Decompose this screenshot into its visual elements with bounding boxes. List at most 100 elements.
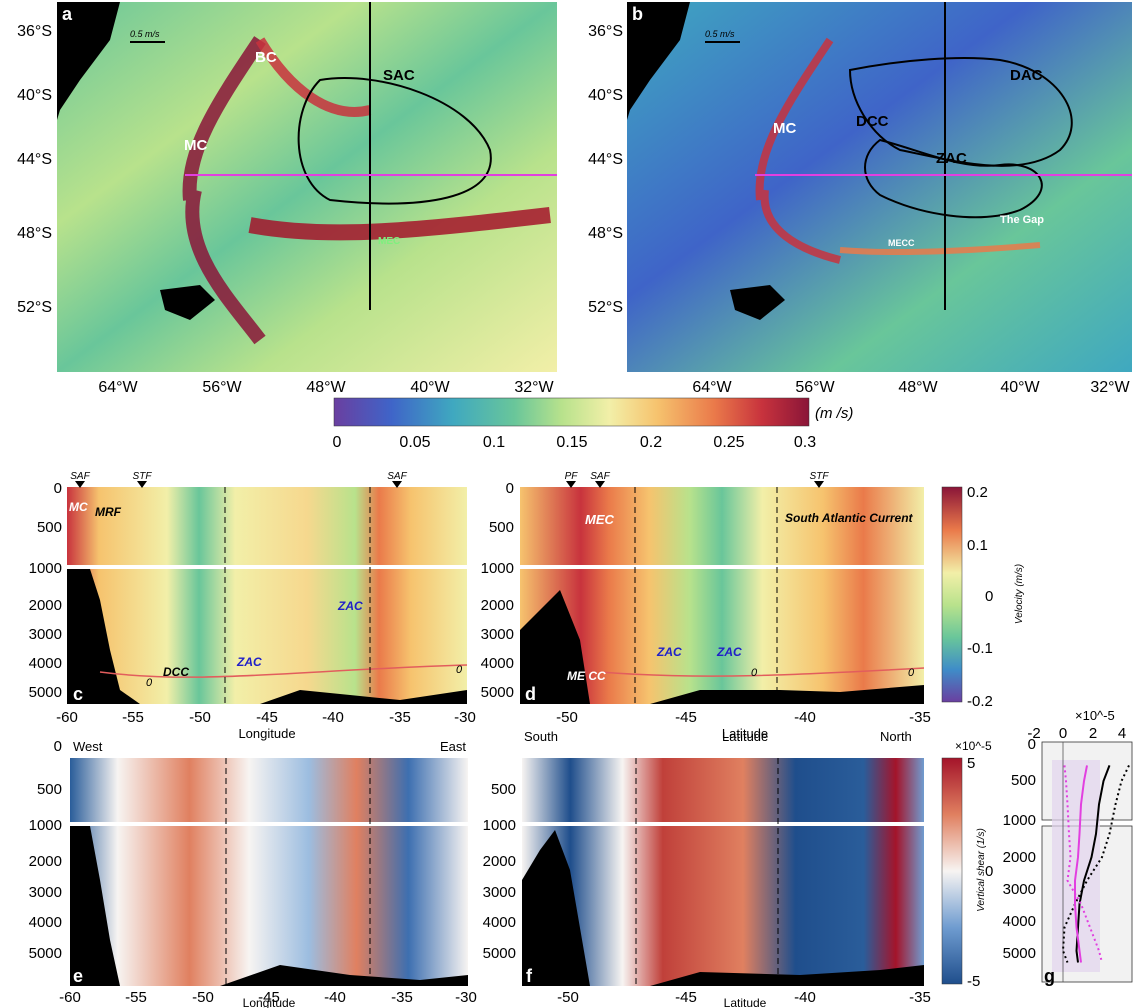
section-c-label-dcc: DCC: [163, 665, 189, 679]
x-tick: -45: [258, 989, 280, 1006]
y-tick: 500: [491, 781, 516, 798]
map-b-contour-upper: [848, 57, 1073, 167]
y-tick: 0: [506, 480, 514, 497]
y-tick: 2000: [481, 597, 514, 614]
map-b-label-dcc: DCC: [856, 113, 889, 130]
x-tick: -45: [256, 709, 278, 726]
lon-tick: 48°W: [898, 379, 938, 396]
section-d-label-zac-1: ZAC: [656, 645, 682, 659]
marker-triangle: [566, 481, 576, 488]
shear-tick: 0: [985, 863, 993, 880]
map-b-lat-ticks: 36°S 40°S 44°S 48°S 52°S: [588, 23, 623, 316]
section-d-panel-label: d: [525, 684, 536, 704]
section-c-y-ticks: 0 500 1000 2000 3000 4000 5000: [29, 480, 62, 701]
y-tick: 4000: [481, 655, 514, 672]
x-tick: -40: [794, 989, 816, 1006]
y-tick: 5000: [29, 684, 62, 701]
section-c-isopycnal: [99, 664, 468, 678]
lon-tick: 32°W: [514, 379, 554, 396]
y-tick: 2000: [1003, 849, 1036, 866]
y-tick: 1000: [29, 817, 62, 834]
section-d-label-mecc: ME CC: [567, 669, 606, 683]
x-tick: -40: [322, 709, 344, 726]
marker-label: SAF: [387, 471, 407, 482]
section-c-label-mrf: MRF: [95, 505, 122, 519]
section-f-title: Latitude: [722, 729, 768, 744]
map-b-falklands: [730, 285, 785, 320]
map-panel-a: a 0.5 m/s BC SAC MC MEC 36°S 40°S 44°S 4…: [17, 2, 557, 396]
marker-label: SAF: [70, 471, 90, 482]
section-c-upper: [67, 487, 467, 565]
section-c-label-zac-2: ZAC: [236, 655, 262, 669]
section-f-lower: [522, 826, 924, 986]
y-tick: 3000: [29, 884, 62, 901]
velocity-tick: 0.1: [967, 537, 988, 554]
section-d-bathymetry: [520, 590, 924, 704]
lat-tick: 52°S: [17, 299, 52, 316]
y-tick: 1000: [29, 560, 62, 577]
y-tick: 0: [1028, 736, 1036, 753]
speed-tick: 0.2: [640, 434, 662, 451]
y-tick: 5000: [483, 945, 516, 962]
section-d-label-zac-2: ZAC: [716, 645, 742, 659]
profile-panel-g: ×10^-5 -2 0 2 4 0 500 1000 2000 3000 400…: [1003, 708, 1133, 986]
section-panel-d: d PF SAF STF MEC South Atlantic Current …: [481, 471, 1025, 741]
section-c-bathymetry: [67, 569, 467, 704]
map-b-label-dac: DAC: [1010, 67, 1043, 84]
speed-colorbar: 0 0.05 0.1 0.15 0.2 0.25 0.3 (m /s): [333, 397, 853, 451]
x-tick: -45: [675, 709, 697, 726]
velocity-colorbar-label: Velocity (m/s): [1014, 564, 1025, 624]
speed-tick: 0.1: [483, 434, 505, 451]
map-a-label-mec: MEC: [378, 236, 400, 247]
map-b-contour-lower: [864, 138, 1043, 219]
marker-triangle: [392, 481, 402, 488]
section-e-xlabel: Longitude: [243, 996, 296, 1008]
profile-line-solid-magenta: [1074, 765, 1088, 963]
map-a-current-bc: [255, 37, 372, 117]
map-b-current-mecc: [839, 242, 1041, 256]
section-f-upper: [522, 758, 924, 822]
section-d-isopycnal: [599, 667, 925, 677]
section-f-north: North: [880, 729, 912, 744]
y-tick: 5000: [29, 945, 62, 962]
section-c-xlabel: Longitude: [238, 726, 295, 741]
y-tick: 2000: [483, 853, 516, 870]
x-tick: -55: [122, 709, 144, 726]
lon-tick: 48°W: [306, 379, 346, 396]
panel-g-y-ticks: 0 500 1000 2000 3000 4000 5000: [1003, 736, 1036, 962]
y-tick: 500: [1011, 772, 1036, 789]
section-f-panel-label: f: [526, 966, 533, 986]
section-d-contour-label: 0: [908, 667, 915, 679]
shear-colorbar-ticks: 5 0 -5: [967, 755, 993, 990]
section-c-markers: SAF STF SAF: [70, 471, 408, 488]
x-tick: -30: [454, 709, 476, 726]
map-b-background: [627, 2, 1132, 372]
lat-tick: 52°S: [588, 299, 623, 316]
x-tick: -50: [557, 989, 579, 1006]
x-tick: -30: [455, 989, 477, 1006]
map-b-label-mecc: MECC: [888, 238, 915, 248]
x-tick: -60: [56, 709, 78, 726]
velocity-tick: -0.1: [967, 640, 993, 657]
map-a-label-bc: BC: [255, 49, 277, 66]
lat-tick: 36°S: [588, 23, 623, 40]
section-f-x-ticks: -50 -45 -40 -35: [557, 989, 931, 1006]
map-a-label-mc: MC: [184, 137, 207, 154]
x-tick: -45: [675, 989, 697, 1006]
lon-tick: 56°W: [795, 379, 835, 396]
section-f-south: South: [524, 729, 558, 744]
lon-tick: 64°W: [692, 379, 732, 396]
y-tick: 4000: [1003, 913, 1036, 930]
speed-colorbar-gradient: [333, 397, 810, 427]
section-f-xlabel: Latitude: [724, 996, 767, 1008]
x-tick: 0: [1059, 725, 1067, 742]
panel-g-label: g: [1044, 966, 1055, 986]
map-b-label-mc: MC: [773, 120, 796, 137]
map-a-scale-label: 0.5 m/s: [130, 29, 160, 39]
section-c-label-mc: MC: [69, 500, 88, 514]
map-b-label-zac: ZAC: [936, 150, 967, 167]
y-tick: 0: [54, 738, 62, 755]
x-tick: -50: [556, 709, 578, 726]
lat-tick: 40°S: [588, 87, 623, 104]
